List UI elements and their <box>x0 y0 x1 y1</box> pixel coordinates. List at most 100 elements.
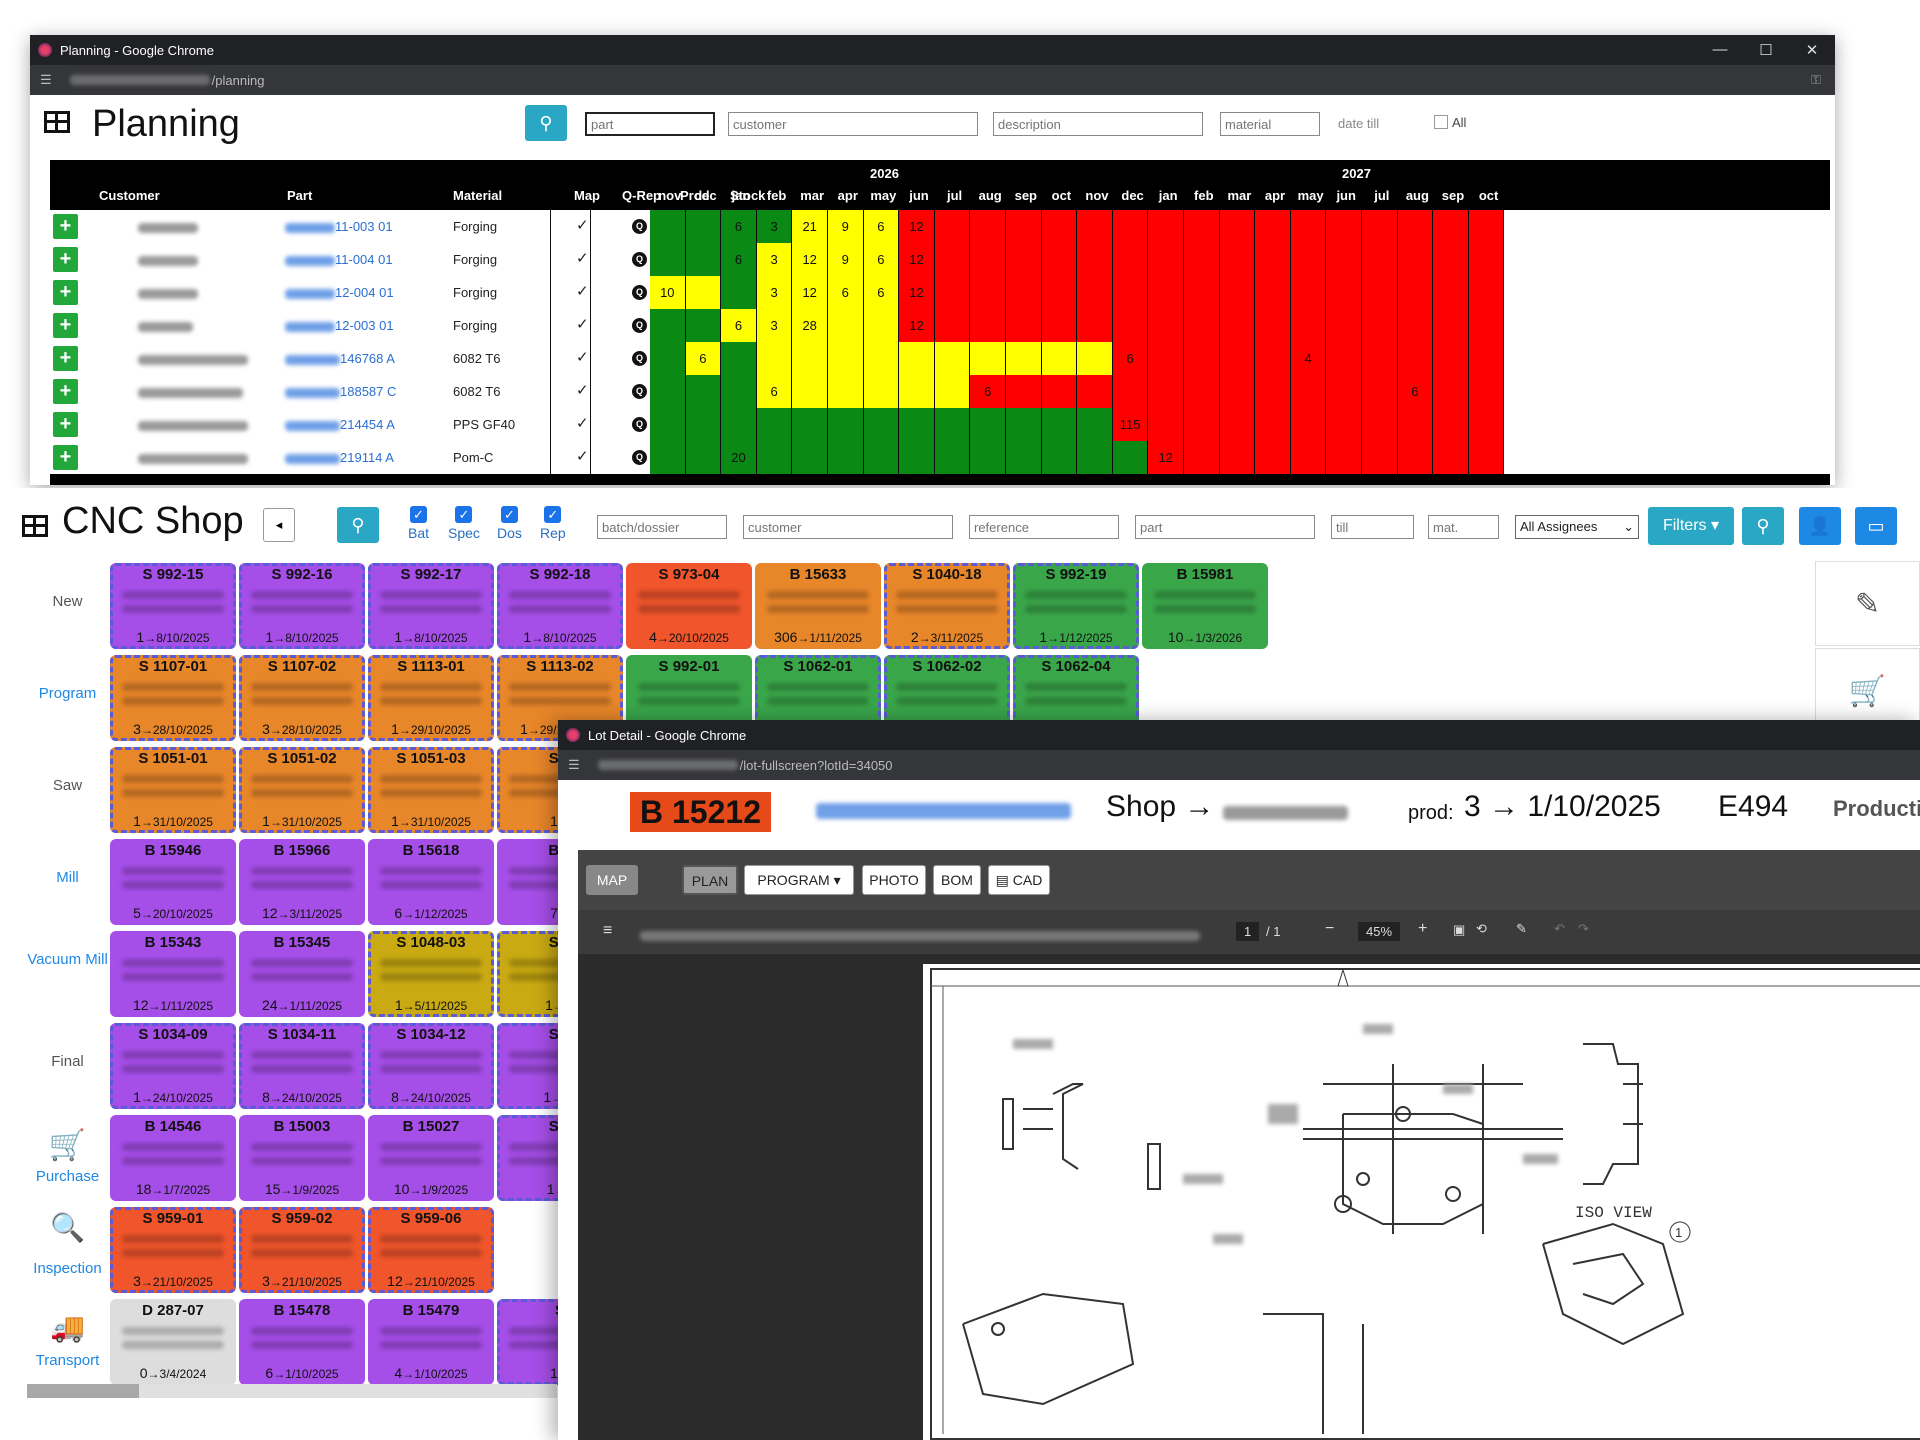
lot-address-bar[interactable]: ☰ /lot-fullscreen?lotId=34050 <box>558 750 1920 780</box>
timeline-cell[interactable] <box>1326 408 1362 441</box>
timeline-cell[interactable] <box>1326 342 1362 375</box>
timeline-cell[interactable] <box>1219 276 1256 309</box>
timeline-cell[interactable] <box>1255 210 1291 243</box>
timeline-cell[interactable]: 6 <box>863 210 900 243</box>
col-part[interactable]: Part <box>287 188 313 203</box>
timeline-cell[interactable] <box>650 408 686 441</box>
q-report-icon[interactable]: Q <box>632 450 647 465</box>
timeline-cell[interactable] <box>685 309 722 342</box>
timeline-cell[interactable] <box>1041 342 1078 375</box>
date-till-label[interactable]: date till <box>1338 116 1380 131</box>
rep-checkbox[interactable]: ✓ Rep <box>540 506 566 541</box>
lot-card[interactable]: S 1034-09 1→24/10/2025 <box>110 1023 236 1109</box>
timeline-cell[interactable] <box>1326 243 1362 276</box>
timeline-cell[interactable] <box>792 375 828 408</box>
q-report-icon[interactable]: Q <box>632 252 647 267</box>
part-cell[interactable]: 11-003 01 <box>285 219 393 234</box>
q-report-icon[interactable]: Q <box>632 417 647 432</box>
timeline-cell[interactable] <box>1112 441 1149 474</box>
timeline-cell[interactable]: 4 <box>1290 342 1327 375</box>
timeline-cell[interactable] <box>1041 309 1078 342</box>
timeline-cell[interactable] <box>685 210 722 243</box>
bat-checkbox[interactable]: ✓ Bat <box>408 506 429 541</box>
timeline-cell[interactable] <box>1041 210 1078 243</box>
lot-card[interactable]: B 15981 10→1/3/2026 <box>1142 563 1268 649</box>
timeline-cell[interactable]: 3 <box>756 276 793 309</box>
lot-card[interactable]: S 992-15 1→8/10/2025 <box>110 563 236 649</box>
timeline-cell[interactable] <box>1397 441 1434 474</box>
timeline-cell[interactable] <box>1077 375 1113 408</box>
timeline-cell[interactable] <box>1184 276 1220 309</box>
add-to-cart-button[interactable]: 🛒 <box>1815 648 1920 733</box>
timeline-cell[interactable]: 10 <box>650 276 686 309</box>
timeline-cell[interactable] <box>1184 309 1220 342</box>
inspection-search-icon[interactable]: 🔍 <box>50 1212 85 1243</box>
lot-card[interactable]: S 1107-01 3→28/10/2025 <box>110 655 236 741</box>
timeline-cell[interactable]: 28 <box>792 309 828 342</box>
timeline-cell[interactable] <box>685 243 722 276</box>
timeline-cell[interactable] <box>1326 375 1362 408</box>
q-report-icon[interactable]: Q <box>632 318 647 333</box>
lot-card[interactable]: S 1040-18 2→3/11/2025 <box>884 563 1010 649</box>
zoom-in-icon[interactable]: + <box>1418 920 1428 937</box>
lot-card[interactable]: B 15027 10→1/9/2025 <box>368 1115 494 1201</box>
timeline-cell[interactable] <box>685 276 722 309</box>
timeline-cell[interactable] <box>899 408 935 441</box>
timeline-cell[interactable] <box>1255 243 1291 276</box>
lane-label[interactable]: Mill <box>56 869 79 886</box>
add-row-button[interactable]: + <box>53 445 78 470</box>
part-cell[interactable]: 219114 A <box>285 450 394 465</box>
lot-card[interactable]: S 992-16 1→8/10/2025 <box>239 563 365 649</box>
timeline-cell[interactable] <box>1041 243 1078 276</box>
part-cell[interactable]: 11-004 01 <box>285 252 393 267</box>
add-row-button[interactable]: + <box>53 379 78 404</box>
timeline-cell[interactable] <box>792 342 828 375</box>
scrollbar-thumb[interactable] <box>27 1384 139 1398</box>
site-settings-icon[interactable]: ☰ <box>40 72 52 87</box>
reference-filter-input[interactable] <box>969 515 1119 539</box>
cart-icon[interactable]: 🛒 <box>48 1129 87 1162</box>
timeline-cell[interactable] <box>1184 375 1220 408</box>
timeline-cell[interactable] <box>1468 441 1505 474</box>
lane-label[interactable]: Vacuum Mill <box>27 951 108 968</box>
timeline-cell[interactable] <box>1255 441 1291 474</box>
timeline-cell[interactable] <box>1290 309 1327 342</box>
timeline-cell[interactable]: 3 <box>756 243 793 276</box>
timeline-cell[interactable] <box>1290 210 1327 243</box>
timeline-cell[interactable] <box>1362 309 1398 342</box>
part-filter-input[interactable] <box>585 112 715 136</box>
map-button[interactable]: MAP <box>586 865 638 895</box>
transport-icon[interactable]: 🚚 <box>50 1312 85 1343</box>
timeline-cell[interactable] <box>1468 375 1505 408</box>
timeline-cell[interactable] <box>970 408 1006 441</box>
timeline-cell[interactable]: 6 <box>1397 375 1434 408</box>
col-map[interactable]: Map <box>574 188 600 203</box>
timeline-cell[interactable]: 12 <box>792 243 828 276</box>
part-filter-input[interactable] <box>1135 515 1315 539</box>
timeline-cell[interactable] <box>1290 375 1327 408</box>
timeline-cell[interactable] <box>1397 342 1434 375</box>
timeline-cell[interactable] <box>721 276 757 309</box>
lot-card[interactable]: S 1048-03 1→5/11/2025 <box>368 931 494 1017</box>
q-report-icon[interactable]: Q <box>632 219 647 234</box>
lot-card[interactable]: S 992-18 1→8/10/2025 <box>497 563 623 649</box>
timeline-cell[interactable] <box>970 276 1006 309</box>
part-cell[interactable]: 146768 A <box>285 351 395 366</box>
timeline-cell[interactable] <box>934 210 971 243</box>
timeline-cell[interactable] <box>721 408 757 441</box>
assignees-select[interactable]: All Assignees ⌄ <box>1515 515 1639 539</box>
timeline-cell[interactable] <box>650 243 686 276</box>
timeline-cell[interactable] <box>756 441 793 474</box>
undo-icon[interactable]: ↶ <box>1554 921 1565 936</box>
timeline-cell[interactable] <box>863 408 900 441</box>
timeline-cell[interactable] <box>1255 276 1291 309</box>
pdf-zoom-value[interactable]: 45% <box>1358 922 1401 941</box>
dos-checkbox[interactable]: ✓ Dos <box>497 506 522 541</box>
timeline-cell[interactable] <box>1468 408 1505 441</box>
add-row-button[interactable]: + <box>53 280 78 305</box>
site-settings-icon[interactable]: ☰ <box>568 757 580 772</box>
timeline-cell[interactable] <box>1468 276 1505 309</box>
pdf-viewer[interactable]: ISO VIEW 1 <box>578 954 1920 1440</box>
annotate-icon[interactable]: ✎ <box>1516 921 1527 936</box>
timeline-cell[interactable] <box>1326 309 1362 342</box>
